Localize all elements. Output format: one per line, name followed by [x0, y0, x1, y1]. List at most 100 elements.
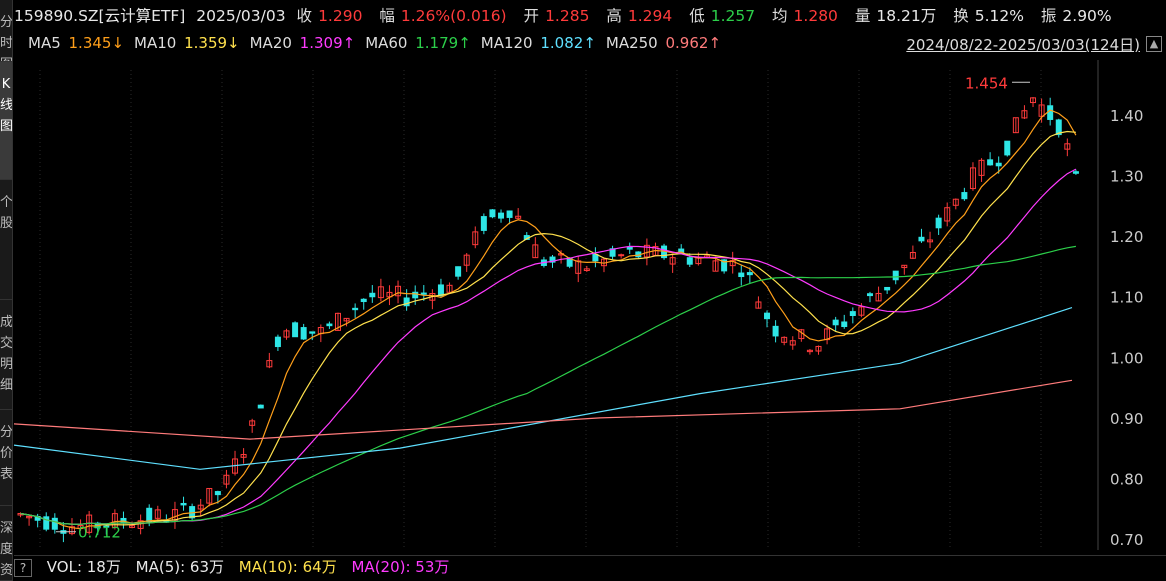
ma-legend: MA5 1.345↓ MA10 1.359↓ MA20 1.309↑ MA60 1.1…	[28, 34, 731, 54]
candle-body	[686, 257, 693, 265]
candle-body	[583, 268, 590, 271]
candle-body	[781, 336, 788, 343]
candle-body	[987, 159, 994, 166]
candle-body	[472, 231, 479, 246]
sidebar-tab-5[interactable]: 深 度 资 料	[0, 506, 12, 581]
candle-body	[377, 286, 384, 299]
candle-body	[292, 322, 299, 338]
ma5-line	[20, 109, 1077, 530]
collapse-icon[interactable]: ▲	[1146, 36, 1162, 52]
candle-body	[103, 525, 110, 528]
candle-body	[944, 207, 951, 222]
candle-body	[772, 325, 779, 337]
kline-chart[interactable]: 1.40 1.30 1.20 1.10 1.00 0.90 0.80 0.70 1.454 0.7…	[0, 0, 1166, 555]
y-tick-label: 1.10	[1110, 289, 1143, 307]
candle-body	[68, 526, 75, 535]
y-tick-label: 1.30	[1110, 168, 1143, 186]
sidebar-tab-4[interactable]: 分 价 表	[0, 410, 12, 506]
candle-body	[1021, 110, 1028, 119]
candle-body	[755, 301, 762, 309]
date-range[interactable]: 2024/08/22-2025/03/03(124日)	[906, 36, 1140, 54]
candle-body	[978, 159, 985, 176]
candle-body	[909, 252, 916, 259]
candle-body	[927, 239, 934, 243]
change-label: 幅	[379, 7, 395, 25]
high-value: 1.294	[627, 7, 673, 25]
candle-body	[395, 285, 402, 297]
candle-body	[352, 307, 359, 311]
candle-body	[455, 266, 462, 277]
candle-body	[618, 254, 625, 257]
candle-body	[214, 491, 221, 496]
candle-body	[266, 360, 273, 368]
quote-header: 159890.SZ[云计算ETF] 2025/03/03 收 1.290 幅 1.2…	[14, 4, 1124, 26]
candle-body	[249, 420, 256, 426]
open-label: 开	[523, 7, 540, 25]
candle-body	[952, 198, 959, 206]
y-tick-label: 1.00	[1110, 349, 1143, 367]
candle-body	[729, 260, 736, 267]
candle-body	[403, 297, 410, 307]
sidebar-tab-0[interactable]: 分 时 图	[0, 0, 12, 62]
volume-bar: ? VOL: 18万 MA(5): 63万 MA(10): 64万 MA(20)…	[14, 555, 1166, 578]
candle-body	[669, 257, 676, 265]
candle-body	[446, 284, 453, 293]
candle-body	[129, 525, 136, 528]
y-tick-label: 1.40	[1110, 107, 1143, 125]
candle-body	[969, 167, 976, 190]
close-label: 收	[296, 7, 313, 25]
y-tick-label: 1.20	[1110, 228, 1143, 246]
candle-body	[901, 264, 908, 269]
change-value: 1.26%(0.016)	[400, 7, 507, 25]
candle-body	[738, 272, 745, 278]
avg-value: 1.280	[793, 7, 838, 25]
candle-body	[815, 345, 822, 352]
open-value: 1.285	[545, 7, 590, 25]
candle-body	[463, 254, 470, 266]
candle-body	[935, 217, 942, 229]
candle-body	[206, 487, 213, 504]
candle-body	[43, 516, 50, 530]
candle-body	[841, 321, 848, 328]
candle-body	[806, 349, 813, 353]
avg-label: 均	[772, 7, 788, 25]
candle-body	[111, 513, 118, 528]
volume-label: 量	[854, 7, 871, 25]
candle-body	[420, 292, 427, 295]
candle-body	[746, 272, 753, 276]
candle-body	[154, 509, 161, 519]
ma250-line	[13, 379, 1073, 440]
help-icon[interactable]: ?	[14, 559, 32, 577]
candle-body	[1072, 171, 1079, 174]
ma-value-5: 0.962↑	[665, 34, 722, 52]
amplitude-value: 2.90%	[1062, 7, 1112, 25]
ma-value-3: 1.179↑	[415, 34, 471, 52]
candle-body	[51, 517, 58, 530]
candle-body	[1004, 140, 1011, 156]
candle-body	[575, 260, 582, 274]
candle-body	[1012, 117, 1019, 134]
y-tick-label: 0.80	[1110, 470, 1143, 488]
high-label: 高	[606, 7, 622, 25]
candle-body	[712, 260, 719, 272]
candle-body	[360, 298, 367, 303]
ma-value-0: 1.345↓	[68, 34, 125, 52]
candle-body	[849, 311, 856, 317]
sidebar-tab-3[interactable]: 成 交 明 细	[0, 300, 12, 410]
candle-body	[858, 306, 865, 316]
candle-body	[343, 317, 350, 322]
turnover-value: 5.12%	[974, 7, 1024, 25]
sidebar-tab-1[interactable]: K 线 图	[0, 62, 12, 180]
y-tick-label: 0.70	[1110, 531, 1143, 549]
candle-body	[626, 246, 633, 250]
ma20-line	[20, 168, 1077, 525]
candle-body	[197, 504, 204, 510]
candle-body	[961, 192, 968, 200]
volume-value: 18.21万	[876, 7, 937, 25]
candle-body	[300, 327, 307, 340]
sidebar-tab-2[interactable]: 个 股	[0, 180, 12, 300]
candle-body	[995, 162, 1002, 167]
candle-body	[274, 336, 281, 348]
candle-body	[137, 520, 144, 529]
low-value: 1.257	[710, 7, 756, 25]
